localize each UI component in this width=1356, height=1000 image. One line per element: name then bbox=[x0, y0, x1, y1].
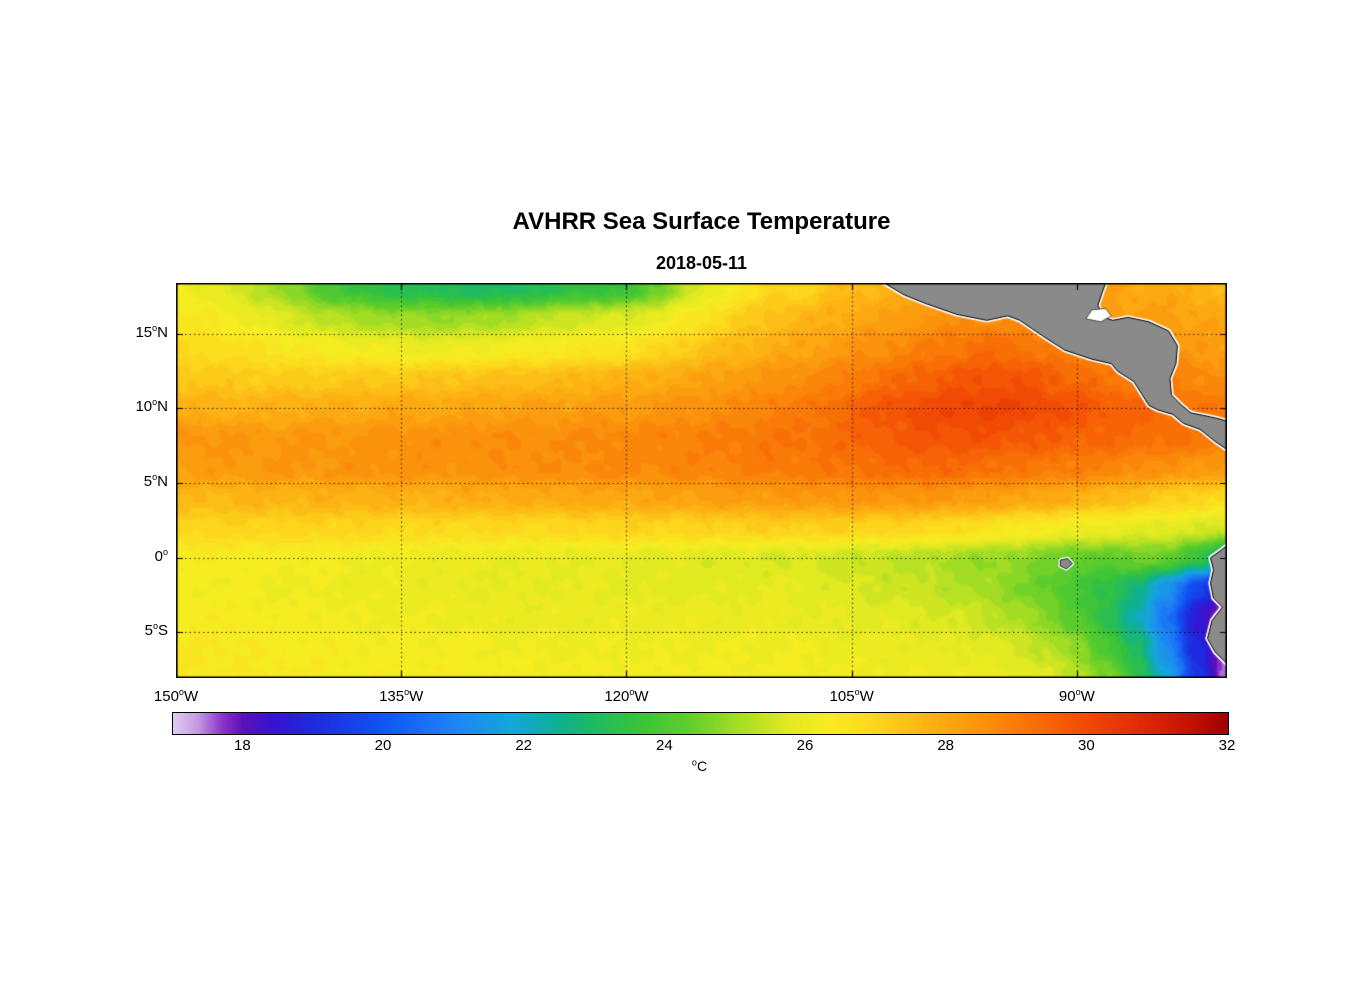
colorbar-unit-label: oC bbox=[691, 757, 708, 774]
colorbar-tick-label: 26 bbox=[796, 737, 814, 754]
colorbar-tick-label: 28 bbox=[937, 737, 954, 754]
chart-title: AVHRR Sea Surface Temperature bbox=[512, 208, 891, 235]
colorbar-tick-label: 22 bbox=[515, 737, 532, 754]
chart-date-subtitle: 2018-05-11 bbox=[655, 253, 748, 273]
x-tick-label: 105oW bbox=[829, 687, 874, 706]
x-tick-label: 135oW bbox=[379, 687, 424, 706]
colorbar-tick-label: 18 bbox=[233, 737, 251, 754]
y-tick-label: 5oS bbox=[144, 621, 168, 640]
colorbar-tick-label: 30 bbox=[1077, 737, 1095, 754]
sst-map bbox=[176, 283, 1227, 678]
colorbar-tick-label: 24 bbox=[655, 737, 673, 754]
colorbar-tick-label: 32 bbox=[1218, 737, 1236, 754]
y-tick-label: 15oN bbox=[135, 322, 168, 341]
x-tick-label: 120oW bbox=[604, 687, 649, 706]
y-tick-label: 5oN bbox=[143, 472, 168, 491]
y-tick-label: 10oN bbox=[135, 397, 168, 416]
x-tick-label: 150oW bbox=[153, 687, 199, 706]
y-tick-label: 0o bbox=[154, 546, 168, 565]
colorbar-tick-label: 20 bbox=[374, 737, 392, 754]
x-tick-label: 90oW bbox=[1058, 687, 1095, 706]
colorbar bbox=[172, 712, 1229, 735]
